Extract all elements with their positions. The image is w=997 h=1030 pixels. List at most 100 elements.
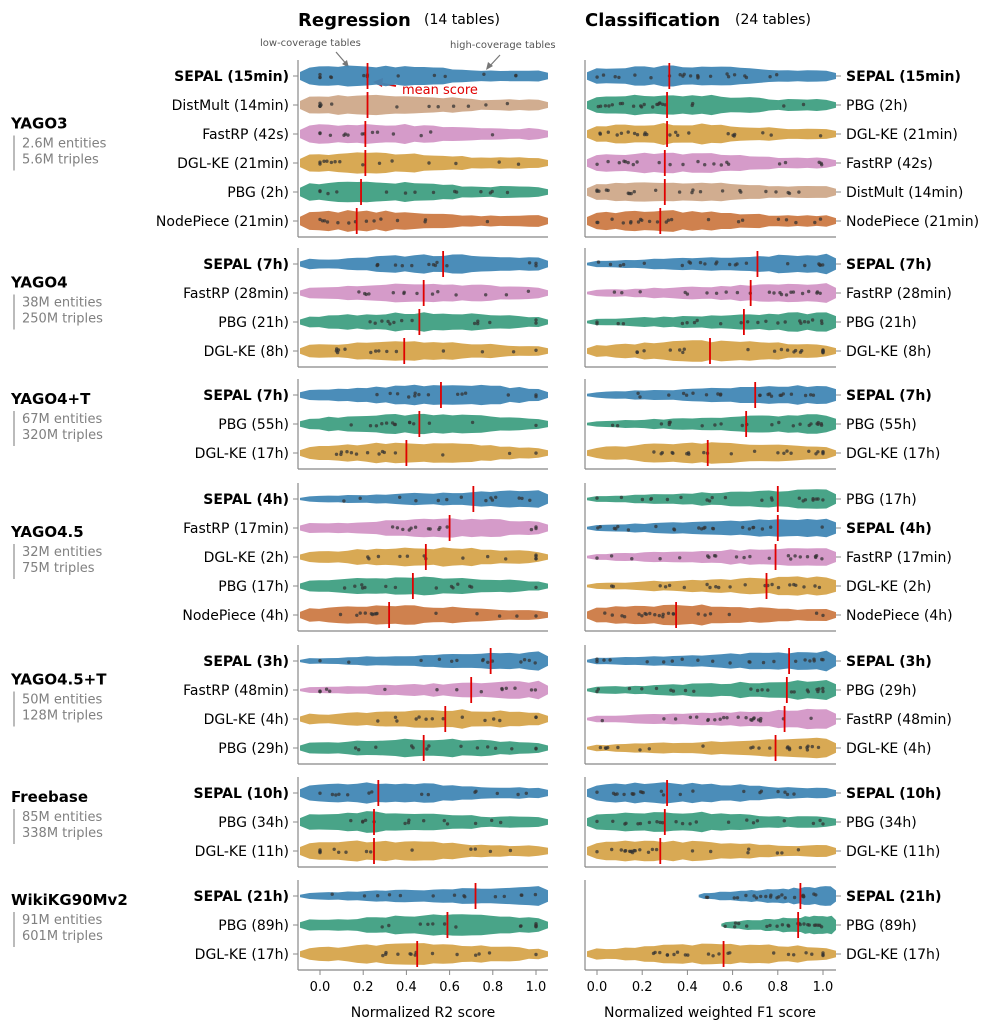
regression-row-pbg: PBG (34h) bbox=[218, 809, 548, 835]
data-point bbox=[777, 420, 781, 425]
data-point bbox=[733, 925, 737, 929]
data-point bbox=[765, 924, 769, 929]
method-label: SEPAL (7h) bbox=[203, 257, 289, 273]
regression-row-sepal: SEPAL (7h) bbox=[203, 251, 548, 277]
data-point bbox=[754, 896, 759, 900]
data-point bbox=[811, 497, 815, 501]
classification-row-dgl-ke: DGL-KE (11h) bbox=[587, 838, 940, 864]
data-point bbox=[596, 687, 600, 691]
method-label: NodePiece (21min) bbox=[846, 214, 979, 230]
data-point bbox=[426, 393, 431, 397]
data-point bbox=[683, 290, 687, 295]
data-point bbox=[687, 131, 691, 135]
violin-dgl-ke bbox=[587, 576, 836, 596]
data-point bbox=[742, 555, 746, 560]
data-point bbox=[784, 293, 789, 297]
data-point bbox=[318, 160, 322, 164]
data-point bbox=[455, 952, 459, 957]
data-point bbox=[366, 555, 370, 559]
data-point bbox=[600, 718, 604, 723]
classification-row-pbg: PBG (29h) bbox=[587, 677, 917, 703]
data-point bbox=[418, 922, 422, 926]
regression-xtick-label: 0.6 bbox=[439, 980, 460, 995]
data-point bbox=[318, 217, 322, 222]
data-point bbox=[697, 526, 701, 530]
method-label: FastRP (17min) bbox=[183, 521, 289, 537]
data-point bbox=[703, 262, 707, 266]
x-axes: 0.0 0.2 0.4 0.6 0.8 1.0 0.0 0.2 0.4 0.6 0.8 1.0 bbox=[310, 970, 833, 995]
data-point bbox=[672, 952, 676, 957]
data-point bbox=[520, 893, 524, 897]
data-point bbox=[393, 585, 398, 590]
data-point bbox=[403, 821, 407, 826]
regression-subtitle: (14 tables) bbox=[424, 12, 500, 28]
method-label: FastRP (48min) bbox=[846, 712, 952, 728]
data-point bbox=[708, 585, 712, 590]
classification-row-distmult: DistMult (14min) bbox=[587, 179, 963, 205]
data-point bbox=[714, 291, 719, 295]
data-point bbox=[603, 611, 607, 615]
data-point bbox=[786, 554, 791, 558]
data-point bbox=[703, 613, 707, 617]
group-triples: 250M triples bbox=[22, 312, 103, 327]
data-point bbox=[658, 820, 662, 825]
data-point bbox=[367, 791, 371, 795]
data-point bbox=[621, 262, 626, 267]
data-point bbox=[358, 611, 362, 615]
data-point bbox=[342, 499, 346, 503]
data-point bbox=[800, 349, 804, 353]
high-coverage-label: high-coverage tables bbox=[450, 40, 556, 51]
data-point bbox=[595, 850, 599, 854]
data-point bbox=[430, 717, 434, 721]
data-point bbox=[410, 263, 414, 268]
classification-row-dgl-ke: DGL-KE (21min) bbox=[587, 121, 958, 147]
data-point bbox=[817, 585, 822, 590]
data-point bbox=[640, 218, 644, 222]
data-point bbox=[393, 715, 398, 719]
data-point bbox=[476, 319, 480, 323]
data-point bbox=[726, 132, 730, 136]
violin-sepal bbox=[587, 782, 836, 804]
data-point bbox=[807, 289, 811, 294]
classification-row-pbg: PBG (2h) bbox=[587, 92, 908, 118]
data-point bbox=[445, 264, 449, 268]
data-point bbox=[502, 894, 506, 899]
data-point bbox=[810, 952, 814, 956]
data-point bbox=[783, 160, 788, 165]
data-point bbox=[764, 894, 768, 899]
data-point bbox=[798, 555, 802, 559]
data-point bbox=[728, 262, 732, 267]
data-point bbox=[786, 190, 790, 195]
method-label: FastRP (28min) bbox=[846, 286, 952, 302]
data-point bbox=[326, 191, 330, 196]
data-point bbox=[417, 392, 421, 397]
data-point bbox=[379, 217, 383, 221]
data-point bbox=[719, 163, 723, 167]
group-entities: 2.6M entities bbox=[22, 137, 107, 152]
data-point bbox=[441, 453, 445, 457]
data-point bbox=[615, 133, 619, 137]
regression-row-dgl-ke: DGL-KE (2h) bbox=[204, 544, 548, 570]
group-name: YAGO3 bbox=[10, 115, 68, 133]
violin-fastrp bbox=[300, 124, 548, 144]
data-point bbox=[398, 893, 403, 898]
violin-dgl-ke bbox=[587, 340, 836, 362]
data-point bbox=[666, 611, 671, 615]
data-point bbox=[745, 924, 749, 928]
data-point bbox=[422, 819, 426, 823]
data-point bbox=[635, 133, 640, 137]
data-point bbox=[821, 613, 825, 618]
data-point bbox=[674, 820, 678, 824]
data-point bbox=[454, 293, 458, 297]
data-point bbox=[770, 582, 774, 587]
data-point bbox=[694, 820, 698, 824]
data-point bbox=[606, 130, 610, 134]
regression-title: Regression bbox=[298, 10, 411, 31]
data-point bbox=[698, 260, 703, 265]
data-point bbox=[708, 612, 713, 616]
data-point bbox=[406, 821, 411, 825]
data-point bbox=[778, 291, 782, 295]
data-point bbox=[670, 659, 674, 663]
data-point bbox=[674, 130, 678, 134]
data-point bbox=[384, 190, 389, 194]
